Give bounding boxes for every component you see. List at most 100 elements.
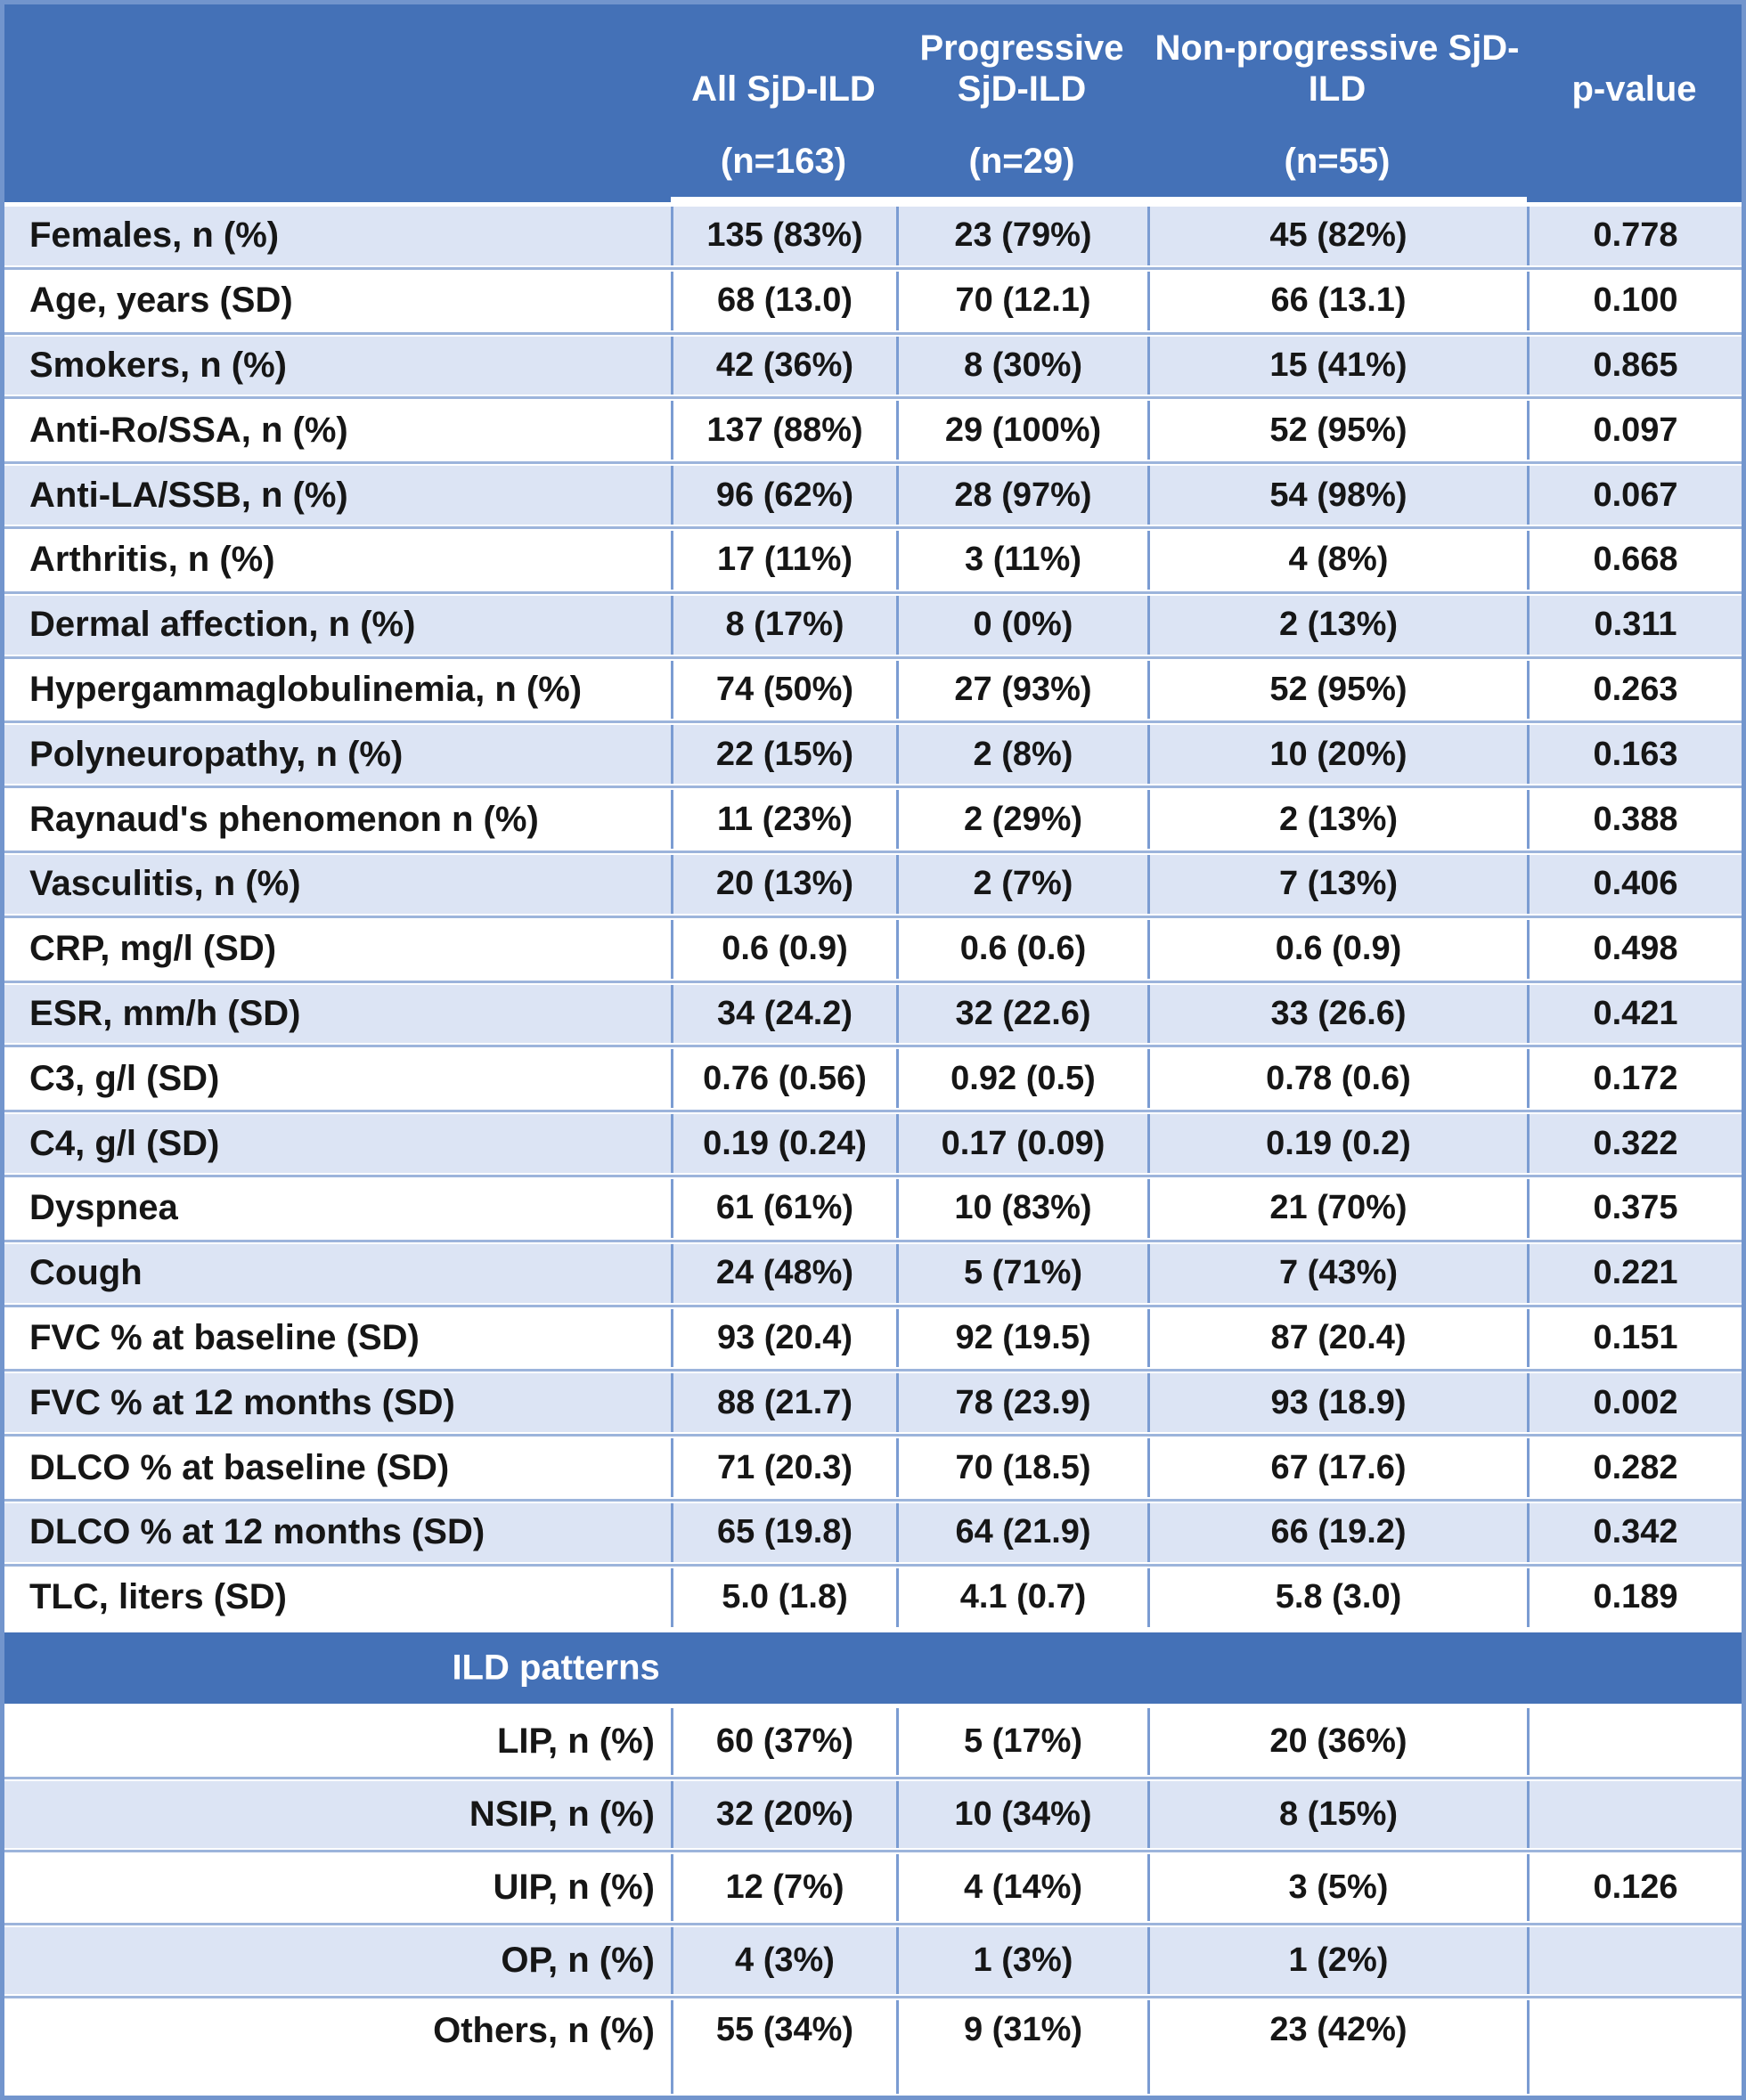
cell-progressive: 10 (34%) <box>896 1780 1147 1848</box>
cell-all-sjd-ild: 12 (7%) <box>671 1853 896 1921</box>
cell-all-sjd-ild: 74 (50%) <box>671 660 896 720</box>
cell-pvalue: 0.002 <box>1527 1373 1742 1433</box>
cell-nonprogressive: 21 (70%) <box>1147 1178 1527 1238</box>
row-label: TLC, liters (SD) <box>4 1567 671 1627</box>
table-row: UIP, n (%) 12 (7%) 4 (14%) 3 (5%) 0.126 <box>4 1849 1742 1923</box>
cell-progressive: 70 (12.1) <box>896 271 1147 330</box>
cell-progressive: 27 (93%) <box>896 660 1147 720</box>
cell-progressive: 70 (18.5) <box>896 1438 1147 1497</box>
table-row: NSIP, n (%) 32 (20%) 10 (34%) 8 (15%) <box>4 1776 1742 1850</box>
table-row: DLCO % at 12 months (SD) 65 (19.8) 64 (21.… <box>4 1498 1742 1564</box>
cell-all-sjd-ild: 32 (20%) <box>671 1780 896 1848</box>
cell-pvalue: 0.172 <box>1527 1049 1742 1109</box>
cell-pvalue: 0.100 <box>1527 271 1742 330</box>
cell-all-sjd-ild: 0.6 (0.9) <box>671 919 896 979</box>
table-row: Smokers, n (%) 42 (36%) 8 (30%) 15 (41%) 0.8… <box>4 331 1742 397</box>
cell-progressive: 0.17 (0.09) <box>896 1114 1147 1173</box>
cell-progressive: 4.1 (0.7) <box>896 1567 1147 1627</box>
table-row: Anti-LA/SSB, n (%) 96 (62%) 28 (97%) 54 (98… <box>4 461 1742 526</box>
table-row: Arthritis, n (%) 17 (11%) 3 (11%) 4 (8%) 0.6… <box>4 525 1742 591</box>
cell-progressive: 10 (83%) <box>896 1178 1147 1238</box>
row-label: Dermal affection, n (%) <box>4 595 671 655</box>
cell-nonprogressive: 1 (2%) <box>1147 1926 1527 1994</box>
table-row: CRP, mg/l (SD) 0.6 (0.9) 0.6 (0.6) 0.6 (0.9… <box>4 915 1742 981</box>
header-col-title: Non-progressive SjD-ILD <box>1154 28 1520 109</box>
row-label: DLCO % at baseline (SD) <box>4 1438 671 1497</box>
cell-all-sjd-ild: 61 (61%) <box>671 1178 896 1238</box>
cell-pvalue: 0.342 <box>1527 1502 1742 1562</box>
row-label: ESR, mm/h (SD) <box>4 984 671 1044</box>
table-row: LIP, n (%) 60 (37%) 5 (17%) 20 (36%) <box>4 1703 1742 1777</box>
cell-nonprogressive: 7 (43%) <box>1147 1243 1527 1303</box>
cell-pvalue: 0.498 <box>1527 919 1742 979</box>
cell-progressive: 32 (22.6) <box>896 984 1147 1044</box>
row-label: Polyneuropathy, n (%) <box>4 725 671 785</box>
row-label: Cough <box>4 1243 671 1303</box>
header-col-n: (n=55) <box>1284 142 1391 181</box>
table-row: FVC % at 12 months (SD) 88 (21.7) 78 (23.9… <box>4 1369 1742 1435</box>
header-col-n: (n=29) <box>968 142 1075 181</box>
table-row: Raynaud's phenomenon n (%) 11 (23%) 2 (29%… <box>4 785 1742 851</box>
table-row: ESR, mm/h (SD) 34 (24.2) 32 (22.6) 33 (26.6… <box>4 980 1742 1046</box>
header-col-n: (n=163) <box>720 142 847 181</box>
row-label: CRP, mg/l (SD) <box>4 919 671 979</box>
row-label: Raynaud's phenomenon n (%) <box>4 790 671 849</box>
table-row: Age, years (SD) 68 (13.0) 70 (12.1) 66 (13.… <box>4 266 1742 332</box>
cell-pvalue: 0.322 <box>1527 1114 1742 1173</box>
row-label: C3, g/l (SD) <box>4 1049 671 1109</box>
cell-all-sjd-ild: 20 (13%) <box>671 854 896 914</box>
cell-all-sjd-ild: 65 (19.8) <box>671 1502 896 1562</box>
cell-nonprogressive: 54 (98%) <box>1147 466 1527 525</box>
table-row: Others, n (%) 55 (34%) 9 (31%) 23 (42%) <box>4 1995 1742 2096</box>
cell-pvalue <box>1527 1926 1742 1994</box>
cell-progressive: 5 (71%) <box>896 1243 1147 1303</box>
header-col-pvalue: p-value <box>1527 4 1742 202</box>
header-col-title: p-value <box>1571 69 1697 109</box>
cell-pvalue: 0.067 <box>1527 466 1742 525</box>
row-label: Anti-Ro/SSA, n (%) <box>4 401 671 460</box>
ild-patterns-body: LIP, n (%) 60 (37%) 5 (17%) 20 (36%) NSIP, n… <box>4 1703 1742 2096</box>
cell-all-sjd-ild: 0.76 (0.56) <box>671 1049 896 1109</box>
cell-pvalue: 0.097 <box>1527 401 1742 460</box>
cell-pvalue <box>1527 1780 1742 1848</box>
cell-pvalue: 0.421 <box>1527 984 1742 1044</box>
cell-pvalue: 0.221 <box>1527 1243 1742 1303</box>
row-label: Hypergammaglobulinemia, n (%) <box>4 660 671 720</box>
cell-pvalue: 0.375 <box>1527 1178 1742 1238</box>
cell-nonprogressive: 0.78 (0.6) <box>1147 1049 1527 1109</box>
cell-nonprogressive: 2 (13%) <box>1147 790 1527 849</box>
table-row: Vasculitis, n (%) 20 (13%) 2 (7%) 7 (13%) 0.… <box>4 850 1742 916</box>
cell-all-sjd-ild: 88 (21.7) <box>671 1373 896 1433</box>
row-label: Smokers, n (%) <box>4 336 671 395</box>
table-row: Polyneuropathy, n (%) 22 (15%) 2 (8%) 10 (2… <box>4 720 1742 786</box>
cell-progressive: 0 (0%) <box>896 595 1147 655</box>
cell-all-sjd-ild: 11 (23%) <box>671 790 896 849</box>
row-label: FVC % at baseline (SD) <box>4 1308 671 1368</box>
cell-pvalue: 0.126 <box>1527 1853 1742 1921</box>
row-label: NSIP, n (%) <box>4 1780 671 1848</box>
cell-progressive: 92 (19.5) <box>896 1308 1147 1368</box>
cell-progressive: 3 (11%) <box>896 530 1147 590</box>
cell-progressive: 64 (21.9) <box>896 1502 1147 1562</box>
cell-progressive: 0.92 (0.5) <box>896 1049 1147 1109</box>
header-col-title: Progressive SjD-ILD <box>919 28 1124 109</box>
cell-all-sjd-ild: 135 (83%) <box>671 207 896 265</box>
cell-nonprogressive: 67 (17.6) <box>1147 1438 1527 1497</box>
table-body: Females, n (%) 135 (83%) 23 (79%) 45 (82%) 0… <box>4 202 1742 1629</box>
cell-nonprogressive: 52 (95%) <box>1147 401 1527 460</box>
cell-all-sjd-ild: 96 (62%) <box>671 466 896 525</box>
cell-progressive: 9 (31%) <box>896 1999 1147 2094</box>
cell-progressive: 29 (100%) <box>896 401 1147 460</box>
cell-all-sjd-ild: 137 (88%) <box>671 401 896 460</box>
table-row: Females, n (%) 135 (83%) 23 (79%) 45 (82%) 0… <box>4 202 1742 267</box>
cell-all-sjd-ild: 55 (34%) <box>671 1999 896 2094</box>
table-row: DLCO % at baseline (SD) 71 (20.3) 70 (18.5… <box>4 1434 1742 1499</box>
cell-nonprogressive: 7 (13%) <box>1147 854 1527 914</box>
cell-nonprogressive: 66 (13.1) <box>1147 271 1527 330</box>
cell-all-sjd-ild: 0.19 (0.24) <box>671 1114 896 1173</box>
cell-pvalue: 0.406 <box>1527 854 1742 914</box>
cell-nonprogressive: 15 (41%) <box>1147 336 1527 395</box>
cell-nonprogressive: 3 (5%) <box>1147 1853 1527 1921</box>
row-label: OP, n (%) <box>4 1926 671 1994</box>
